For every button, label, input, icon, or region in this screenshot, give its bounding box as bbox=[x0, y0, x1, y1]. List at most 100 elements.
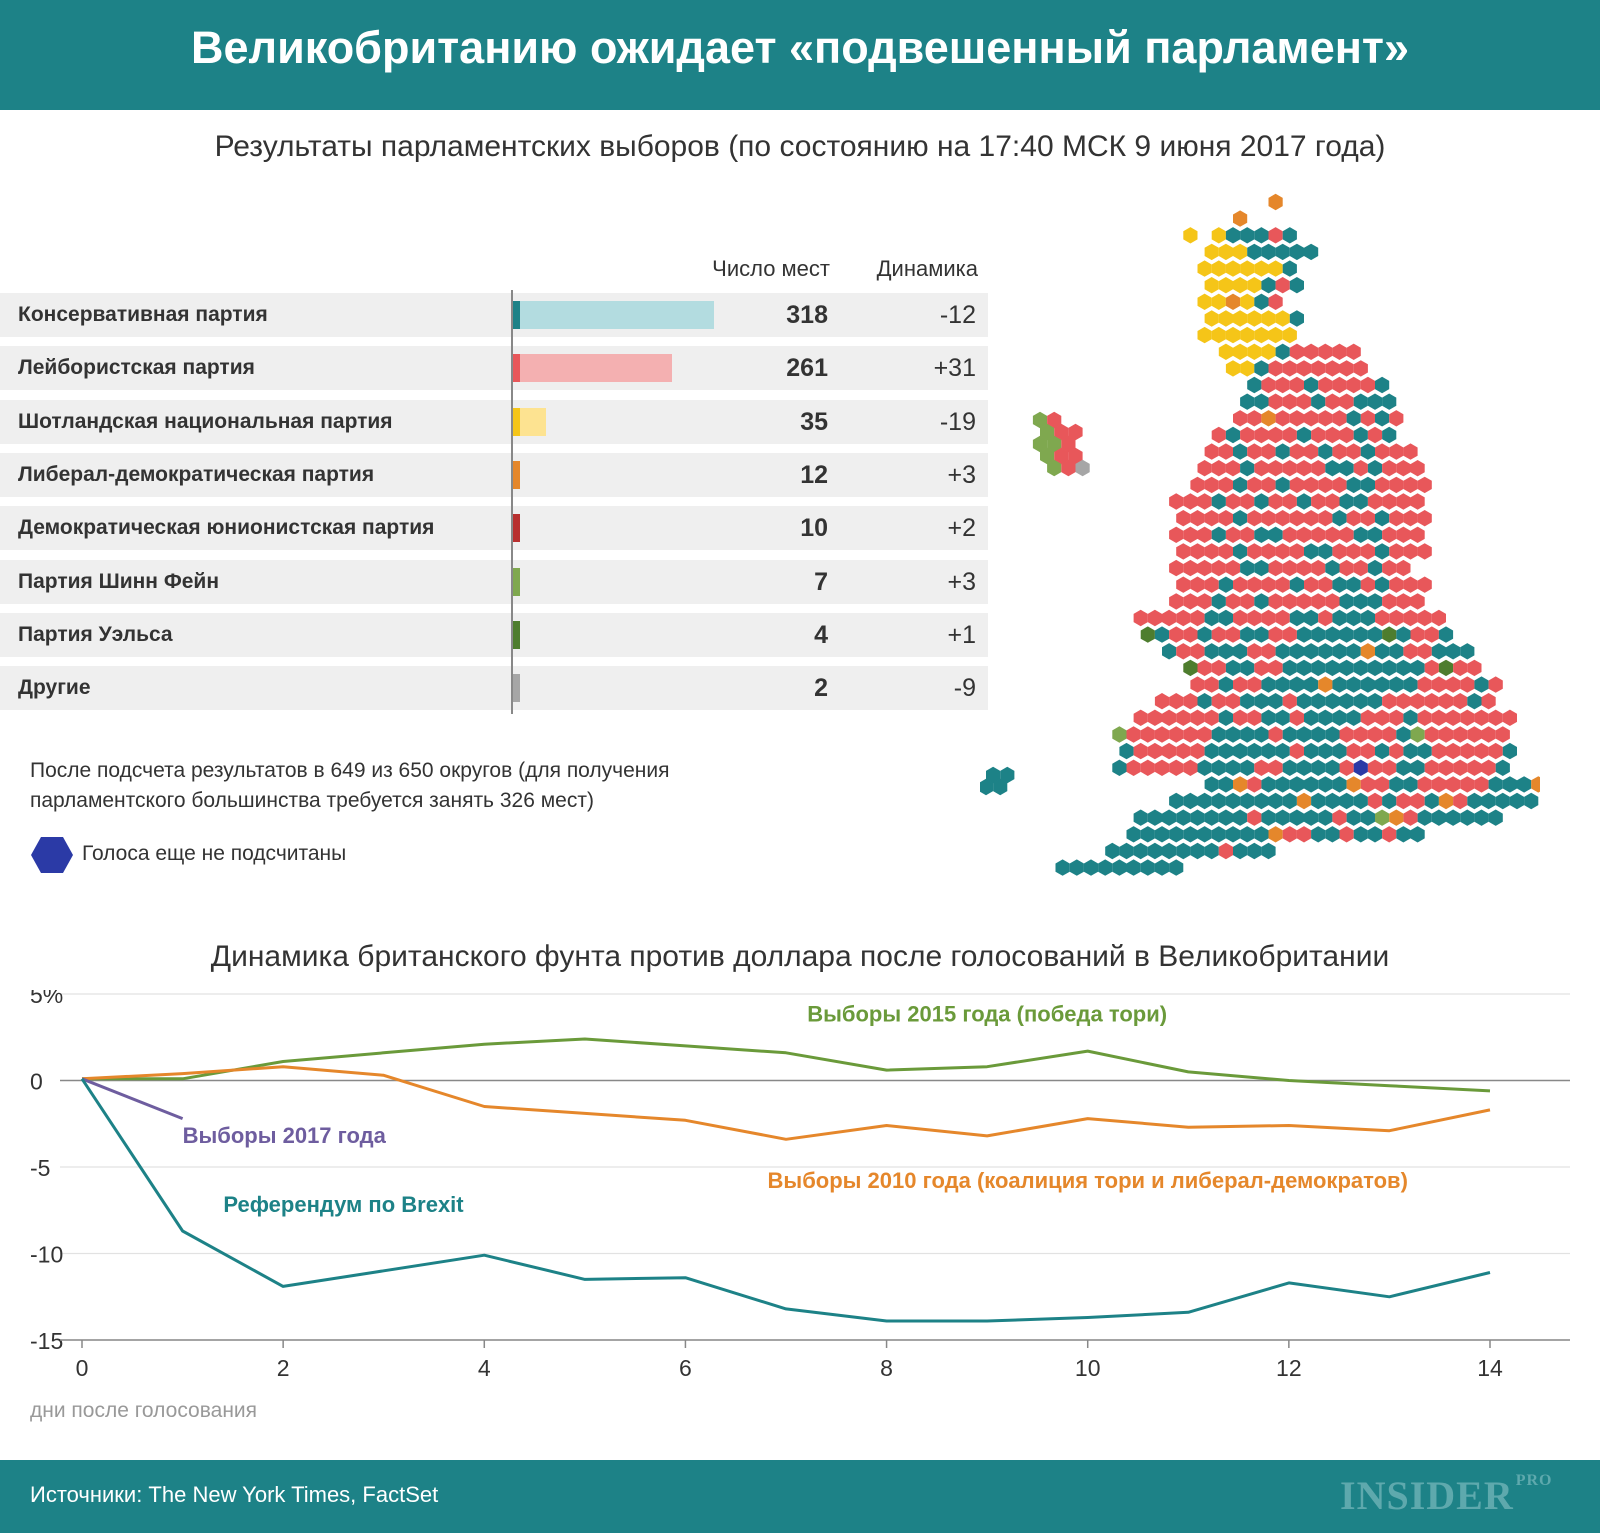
constituency-hex bbox=[1403, 776, 1418, 793]
constituency-hex bbox=[1225, 792, 1241, 810]
constituency-hex bbox=[1360, 410, 1375, 427]
constituency-hex bbox=[1311, 526, 1326, 543]
constituency-hex bbox=[1140, 859, 1155, 876]
constituency-hex bbox=[1282, 559, 1297, 577]
seats-change-value: -9 bbox=[953, 674, 976, 703]
constituency-hex bbox=[1367, 659, 1383, 677]
constituency-hex bbox=[1282, 460, 1297, 477]
constituency-hex bbox=[1275, 776, 1290, 793]
constituency-hex bbox=[1474, 809, 1489, 826]
constituency-hex bbox=[1261, 343, 1276, 360]
constituency-hex bbox=[1162, 643, 1177, 660]
constituency-hex bbox=[1254, 759, 1269, 776]
constituency-hex bbox=[1382, 559, 1397, 577]
constituency-hex bbox=[1438, 759, 1454, 776]
constituency-hex bbox=[1453, 726, 1468, 743]
constituency-hex bbox=[1225, 726, 1241, 743]
constituency-hex bbox=[1240, 493, 1255, 510]
constituency-hex bbox=[1282, 826, 1297, 843]
constituency-hex bbox=[1410, 493, 1425, 510]
constituency-hex bbox=[1339, 559, 1354, 577]
constituency-hex bbox=[1233, 277, 1248, 294]
constituency-hex bbox=[1410, 659, 1425, 677]
constituency-hex bbox=[1339, 460, 1354, 477]
constituency-hex bbox=[1268, 193, 1283, 211]
y-tick-label: 0 bbox=[30, 1069, 43, 1095]
constituency-hex bbox=[1140, 826, 1155, 843]
constituency-hex bbox=[1211, 693, 1226, 710]
seats-value: 35 bbox=[800, 407, 828, 436]
constituency-hex bbox=[1353, 460, 1368, 477]
constituency-hex bbox=[1424, 726, 1439, 743]
constituency-hex bbox=[1382, 726, 1397, 743]
constituency-hex bbox=[1183, 792, 1198, 810]
constituency-hex bbox=[1382, 393, 1397, 410]
constituency-hex bbox=[1346, 776, 1361, 793]
constituency-hex bbox=[1353, 792, 1368, 810]
party-row: Лейбористская партия 261 +31 bbox=[0, 346, 988, 391]
constituency-hex bbox=[1254, 426, 1269, 444]
constituency-hex bbox=[1360, 510, 1375, 527]
constituency-hex bbox=[1197, 826, 1212, 843]
constituency-hex bbox=[1467, 659, 1482, 677]
constituency-hex bbox=[1204, 676, 1219, 693]
constituency-hex bbox=[1282, 493, 1297, 510]
constituency-hex bbox=[1296, 559, 1312, 577]
constituency-hex bbox=[1403, 742, 1418, 760]
constituency-hex bbox=[1211, 593, 1226, 610]
logo-text: INSIDER bbox=[1340, 1473, 1514, 1518]
constituency-hex bbox=[1289, 310, 1304, 327]
constituency-hex bbox=[1339, 626, 1354, 643]
constituency-hex bbox=[1282, 693, 1297, 710]
constituency-hex bbox=[1360, 609, 1375, 627]
constituency-hex bbox=[1204, 776, 1219, 793]
constituency-hex bbox=[1431, 643, 1446, 660]
seats-change-value: -12 bbox=[939, 301, 976, 329]
constituency-hex bbox=[1112, 759, 1127, 776]
constituency-hex bbox=[1204, 476, 1219, 494]
constituency-hex bbox=[1204, 443, 1219, 460]
constituency-hex bbox=[1389, 443, 1404, 460]
seats-bar bbox=[513, 407, 520, 436]
constituency-hex bbox=[1332, 742, 1347, 760]
constituency-hex bbox=[1112, 859, 1127, 876]
constituency-hex bbox=[1254, 493, 1269, 510]
constituency-hex bbox=[1197, 526, 1212, 543]
seats-value: 12 bbox=[800, 460, 828, 489]
constituency-hex bbox=[1133, 609, 1148, 627]
constituency-hex bbox=[1346, 543, 1361, 560]
constituency-hex bbox=[1304, 510, 1319, 527]
constituency-hex bbox=[1367, 493, 1383, 510]
constituency-hex bbox=[1332, 443, 1347, 460]
constituency-hex bbox=[1438, 792, 1454, 810]
constituency-hex bbox=[1453, 659, 1468, 677]
constituency-hex bbox=[1353, 659, 1368, 677]
constituency-hex bbox=[1389, 742, 1404, 760]
constituency-hex bbox=[1190, 476, 1205, 494]
x-tick-label: 4 bbox=[478, 1355, 491, 1381]
constituency-hex bbox=[1382, 526, 1397, 543]
constituency-hex bbox=[1247, 543, 1262, 560]
constituency-hex bbox=[1069, 859, 1084, 876]
constituency-hex bbox=[1176, 842, 1191, 860]
constituency-hex bbox=[1154, 759, 1170, 776]
constituency-hex bbox=[1375, 476, 1390, 494]
constituency-hex bbox=[1240, 792, 1255, 810]
constituency-hex bbox=[1233, 410, 1248, 427]
constituency-hex bbox=[1353, 360, 1368, 377]
constituency-hex bbox=[1240, 726, 1255, 743]
constituency-hex bbox=[1218, 643, 1233, 660]
constituency-hex bbox=[1375, 510, 1390, 527]
constituency-hex bbox=[1474, 676, 1489, 693]
constituency-hex bbox=[1211, 659, 1226, 677]
constituency-hex bbox=[1304, 776, 1319, 793]
not-counted-hex-icon bbox=[31, 837, 73, 873]
constituency-hex bbox=[1431, 809, 1446, 826]
constituency-hex bbox=[1282, 260, 1297, 277]
constituency-hex bbox=[1233, 709, 1248, 726]
constituency-hex bbox=[1389, 410, 1404, 427]
party-name: Другие bbox=[18, 676, 91, 700]
constituency-hex bbox=[1162, 809, 1177, 826]
party-name: Партия Уэльса bbox=[18, 622, 173, 646]
constituency-hex bbox=[1268, 826, 1283, 843]
